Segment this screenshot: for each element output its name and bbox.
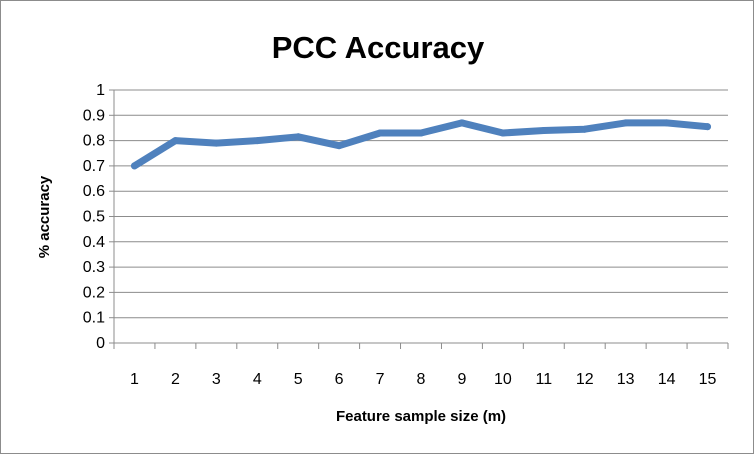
y-tick-label: 0.6: [83, 183, 105, 200]
data-point: [581, 125, 589, 133]
y-tick-label: 0.9: [83, 107, 105, 124]
x-tick-label: 12: [576, 371, 594, 388]
x-tick-label: 15: [699, 371, 717, 388]
y-tick-label: 0.3: [83, 259, 105, 276]
y-tick-label: 0.2: [83, 284, 105, 301]
y-tick-label: 0.4: [83, 234, 105, 251]
series-lines: [130, 119, 712, 170]
x-tick-label: 14: [658, 371, 676, 388]
x-tick-label: 1: [130, 371, 139, 388]
data-point: [130, 162, 138, 170]
x-tick-label: 2: [171, 371, 180, 388]
data-point: [376, 129, 384, 137]
data-point: [704, 123, 712, 131]
x-axis-label: Feature sample size (m): [336, 408, 506, 425]
y-tick-label: 0.8: [83, 133, 105, 150]
chart-title: PCC Accuracy: [272, 30, 485, 65]
x-tick-label: 8: [417, 371, 426, 388]
y-tick-label: 0.5: [83, 209, 105, 226]
x-tick-label: 9: [457, 371, 466, 388]
data-point: [663, 119, 671, 127]
x-tick-label: 3: [212, 371, 221, 388]
x-tick-label: 4: [253, 371, 262, 388]
data-point: [212, 139, 220, 147]
data-point: [253, 137, 261, 145]
x-tick-label: 11: [535, 371, 552, 388]
y-tick-label: 1: [96, 82, 105, 99]
data-point: [540, 126, 548, 134]
x-tick-label: 5: [294, 371, 303, 388]
y-axis-label: % accuracy: [36, 175, 53, 258]
axes: [113, 90, 729, 349]
x-tick-label: 13: [617, 371, 635, 388]
gridlines: [109, 89, 728, 344]
data-point: [622, 119, 630, 127]
data-point: [499, 129, 507, 137]
data-point: [458, 119, 466, 127]
x-tick-label: 6: [335, 371, 344, 388]
y-tick-label: 0.1: [83, 310, 105, 327]
data-point: [294, 133, 302, 141]
y-tick-labels: 0 0.1 0.2 0.3 0.4 0.5 0.6 0.7 0.8 0.9 1: [83, 82, 105, 352]
x-tick-labels: 1 2 3 4 5 6 7 8 9 10 11 12 13 14 15: [130, 371, 717, 388]
data-point: [171, 137, 179, 145]
data-point: [417, 129, 425, 137]
x-tick-label: 7: [376, 371, 385, 388]
y-tick-label: 0: [96, 335, 105, 352]
data-point: [335, 142, 343, 150]
x-tick-label: 10: [494, 371, 512, 388]
series-line: [131, 119, 711, 170]
y-tick-label: 0.7: [83, 158, 105, 175]
